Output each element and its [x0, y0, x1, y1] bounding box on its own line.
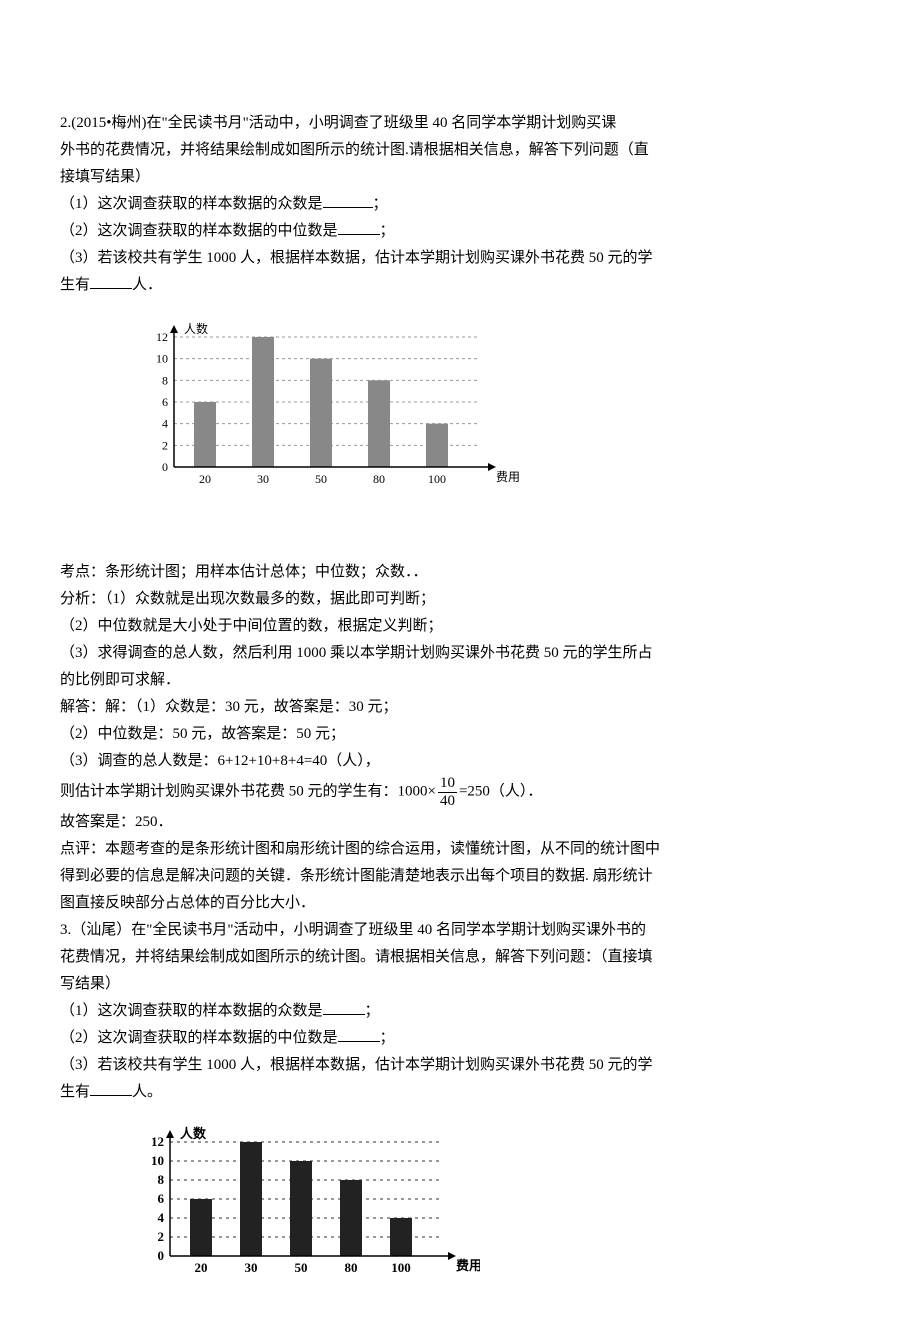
jieda-1: 解答：解：（1）众数是：30 元，故答案是：30 元；	[60, 694, 860, 721]
svg-text:30: 30	[245, 1260, 258, 1275]
q3-number: 3.	[60, 922, 71, 938]
dianping-1: 点评：本题考查的是条形统计图和扇形统计图的综合运用，读懂统计图，从不同的统计图中	[60, 836, 860, 863]
blank	[90, 1080, 132, 1097]
q3-source: （汕尾）	[71, 922, 131, 938]
svg-text:2: 2	[162, 438, 168, 452]
blank	[338, 219, 380, 236]
svg-text:10: 10	[151, 1153, 164, 1168]
svg-text:6: 6	[158, 1191, 165, 1206]
svg-text:100: 100	[428, 472, 446, 486]
svg-text:0: 0	[162, 460, 168, 474]
svg-text:4: 4	[158, 1210, 165, 1225]
svg-text:费用/元: 费用/元	[456, 1258, 480, 1273]
svg-text:20: 20	[195, 1260, 208, 1275]
q2-part1: （1）这次调查获取的样本数据的众数是；	[60, 191, 860, 218]
svg-text:100: 100	[391, 1260, 411, 1275]
svg-text:80: 80	[345, 1260, 358, 1275]
svg-text:2: 2	[158, 1229, 165, 1244]
q3-line2: 花费情况，并将结果绘制成如图所示的统计图。请根据相关信息，解答下列问题：（直接填	[60, 944, 860, 971]
svg-text:12: 12	[156, 330, 168, 344]
svg-text:30: 30	[257, 472, 269, 486]
q2-line1: 2.(2015•梅州)在"全民读书月"活动中，小明调查了班级里 40 名同学本学…	[60, 110, 860, 137]
q3-part2: （2）这次调查获取的样本数据的中位数是；	[60, 1025, 860, 1052]
kaodian: 考点：条形统计图；用样本估计总体；中位数；众数．．	[60, 559, 860, 586]
svg-text:80: 80	[373, 472, 385, 486]
svg-text:费用/元: 费用/元	[496, 470, 520, 484]
svg-text:10: 10	[156, 352, 168, 366]
jieda-2: （2）中位数是：50 元，故答案是：50 元；	[60, 721, 860, 748]
fenxi-2: （2）中位数就是大小处于中间位置的数，根据定义判断；	[60, 613, 860, 640]
q2-part3a: （3）若该校共有学生 1000 人，根据样本数据，估计本学期计划购买课外书花费 …	[60, 245, 860, 272]
svg-text:4: 4	[162, 417, 168, 431]
jieda-4: 则估计本学期计划购买课外书花费 50 元的学生有：1000×1040=250（人…	[60, 775, 860, 809]
dianping-3: 图直接反映部分占总体的百分比大小．	[60, 890, 860, 917]
blank	[338, 1026, 380, 1043]
svg-text:8: 8	[162, 373, 168, 387]
q2-intro-a: 在"全民读书月"活动中，小明调查了班级里 40 名同学本学期计划购买课	[147, 115, 617, 131]
q3-part1: （1）这次调查获取的样本数据的众数是；	[60, 998, 860, 1025]
blank	[323, 192, 373, 209]
q2-part3b: 生有人．	[60, 272, 860, 299]
svg-text:6: 6	[162, 395, 168, 409]
svg-text:50: 50	[295, 1260, 308, 1275]
bar-chart-svg: 2 4 6 8 10 12 0 20 30 50 80 100 人数费用/元	[140, 1118, 480, 1278]
q2-line3: 接填写结果）	[60, 164, 860, 191]
fenxi-4: 的比例即可求解．	[60, 667, 860, 694]
svg-text:50: 50	[315, 472, 327, 486]
svg-text:20: 20	[199, 472, 211, 486]
q3-part3a: （3）若该校共有学生 1000 人，根据样本数据，估计本学期计划购买课外书花费 …	[60, 1052, 860, 1079]
q3-part3b: 生有人。	[60, 1079, 860, 1106]
svg-text:0: 0	[158, 1248, 165, 1263]
svg-text:人数: 人数	[180, 1126, 207, 1141]
bar-chart-svg: 2 4 6 8 10 12 0 20 30 50 80 100 人数费用/元	[140, 311, 520, 491]
fraction: 1040	[438, 775, 457, 809]
fenxi-1: 分析：（1）众数就是出现次数最多的数，据此即可判断；	[60, 586, 860, 613]
svg-text:人数: 人数	[184, 321, 208, 336]
chart-2: 2 4 6 8 10 12 0 20 30 50 80 100 人数费用/元	[140, 1118, 860, 1278]
q2-line2: 外书的花费情况，并将结果绘制成如图所示的统计图.请根据相关信息，解答下列问题（直	[60, 137, 860, 164]
fenxi-3: （3）求得调查的总人数，然后利用 1000 乘以本学期计划购买课外书花费 50 …	[60, 640, 860, 667]
q2-source: (2015•梅州)	[71, 115, 146, 131]
jieda-3: （3）调查的总人数是：6+12+10+8+4=40（人），	[60, 748, 860, 775]
blank	[90, 273, 132, 290]
q3-line3: 写结果）	[60, 971, 860, 998]
chart-1: 2 4 6 8 10 12 0 20 30 50 80 100 人数费用/元	[140, 311, 860, 491]
q2-number: 2.	[60, 115, 71, 131]
svg-text:8: 8	[158, 1172, 165, 1187]
jieda-5: 故答案是：250．	[60, 809, 860, 836]
q3-line1: 3.（汕尾）在"全民读书月"活动中，小明调查了班级里 40 名同学本学期计划购买…	[60, 917, 860, 944]
dianping-2: 得到必要的信息是解决问题的关键．条形统计图能清楚地表示出每个项目的数据. 扇形统…	[60, 863, 860, 890]
q2-part2: （2）这次调查获取的样本数据的中位数是；	[60, 218, 860, 245]
svg-text:12: 12	[151, 1134, 164, 1149]
blank	[323, 999, 365, 1016]
